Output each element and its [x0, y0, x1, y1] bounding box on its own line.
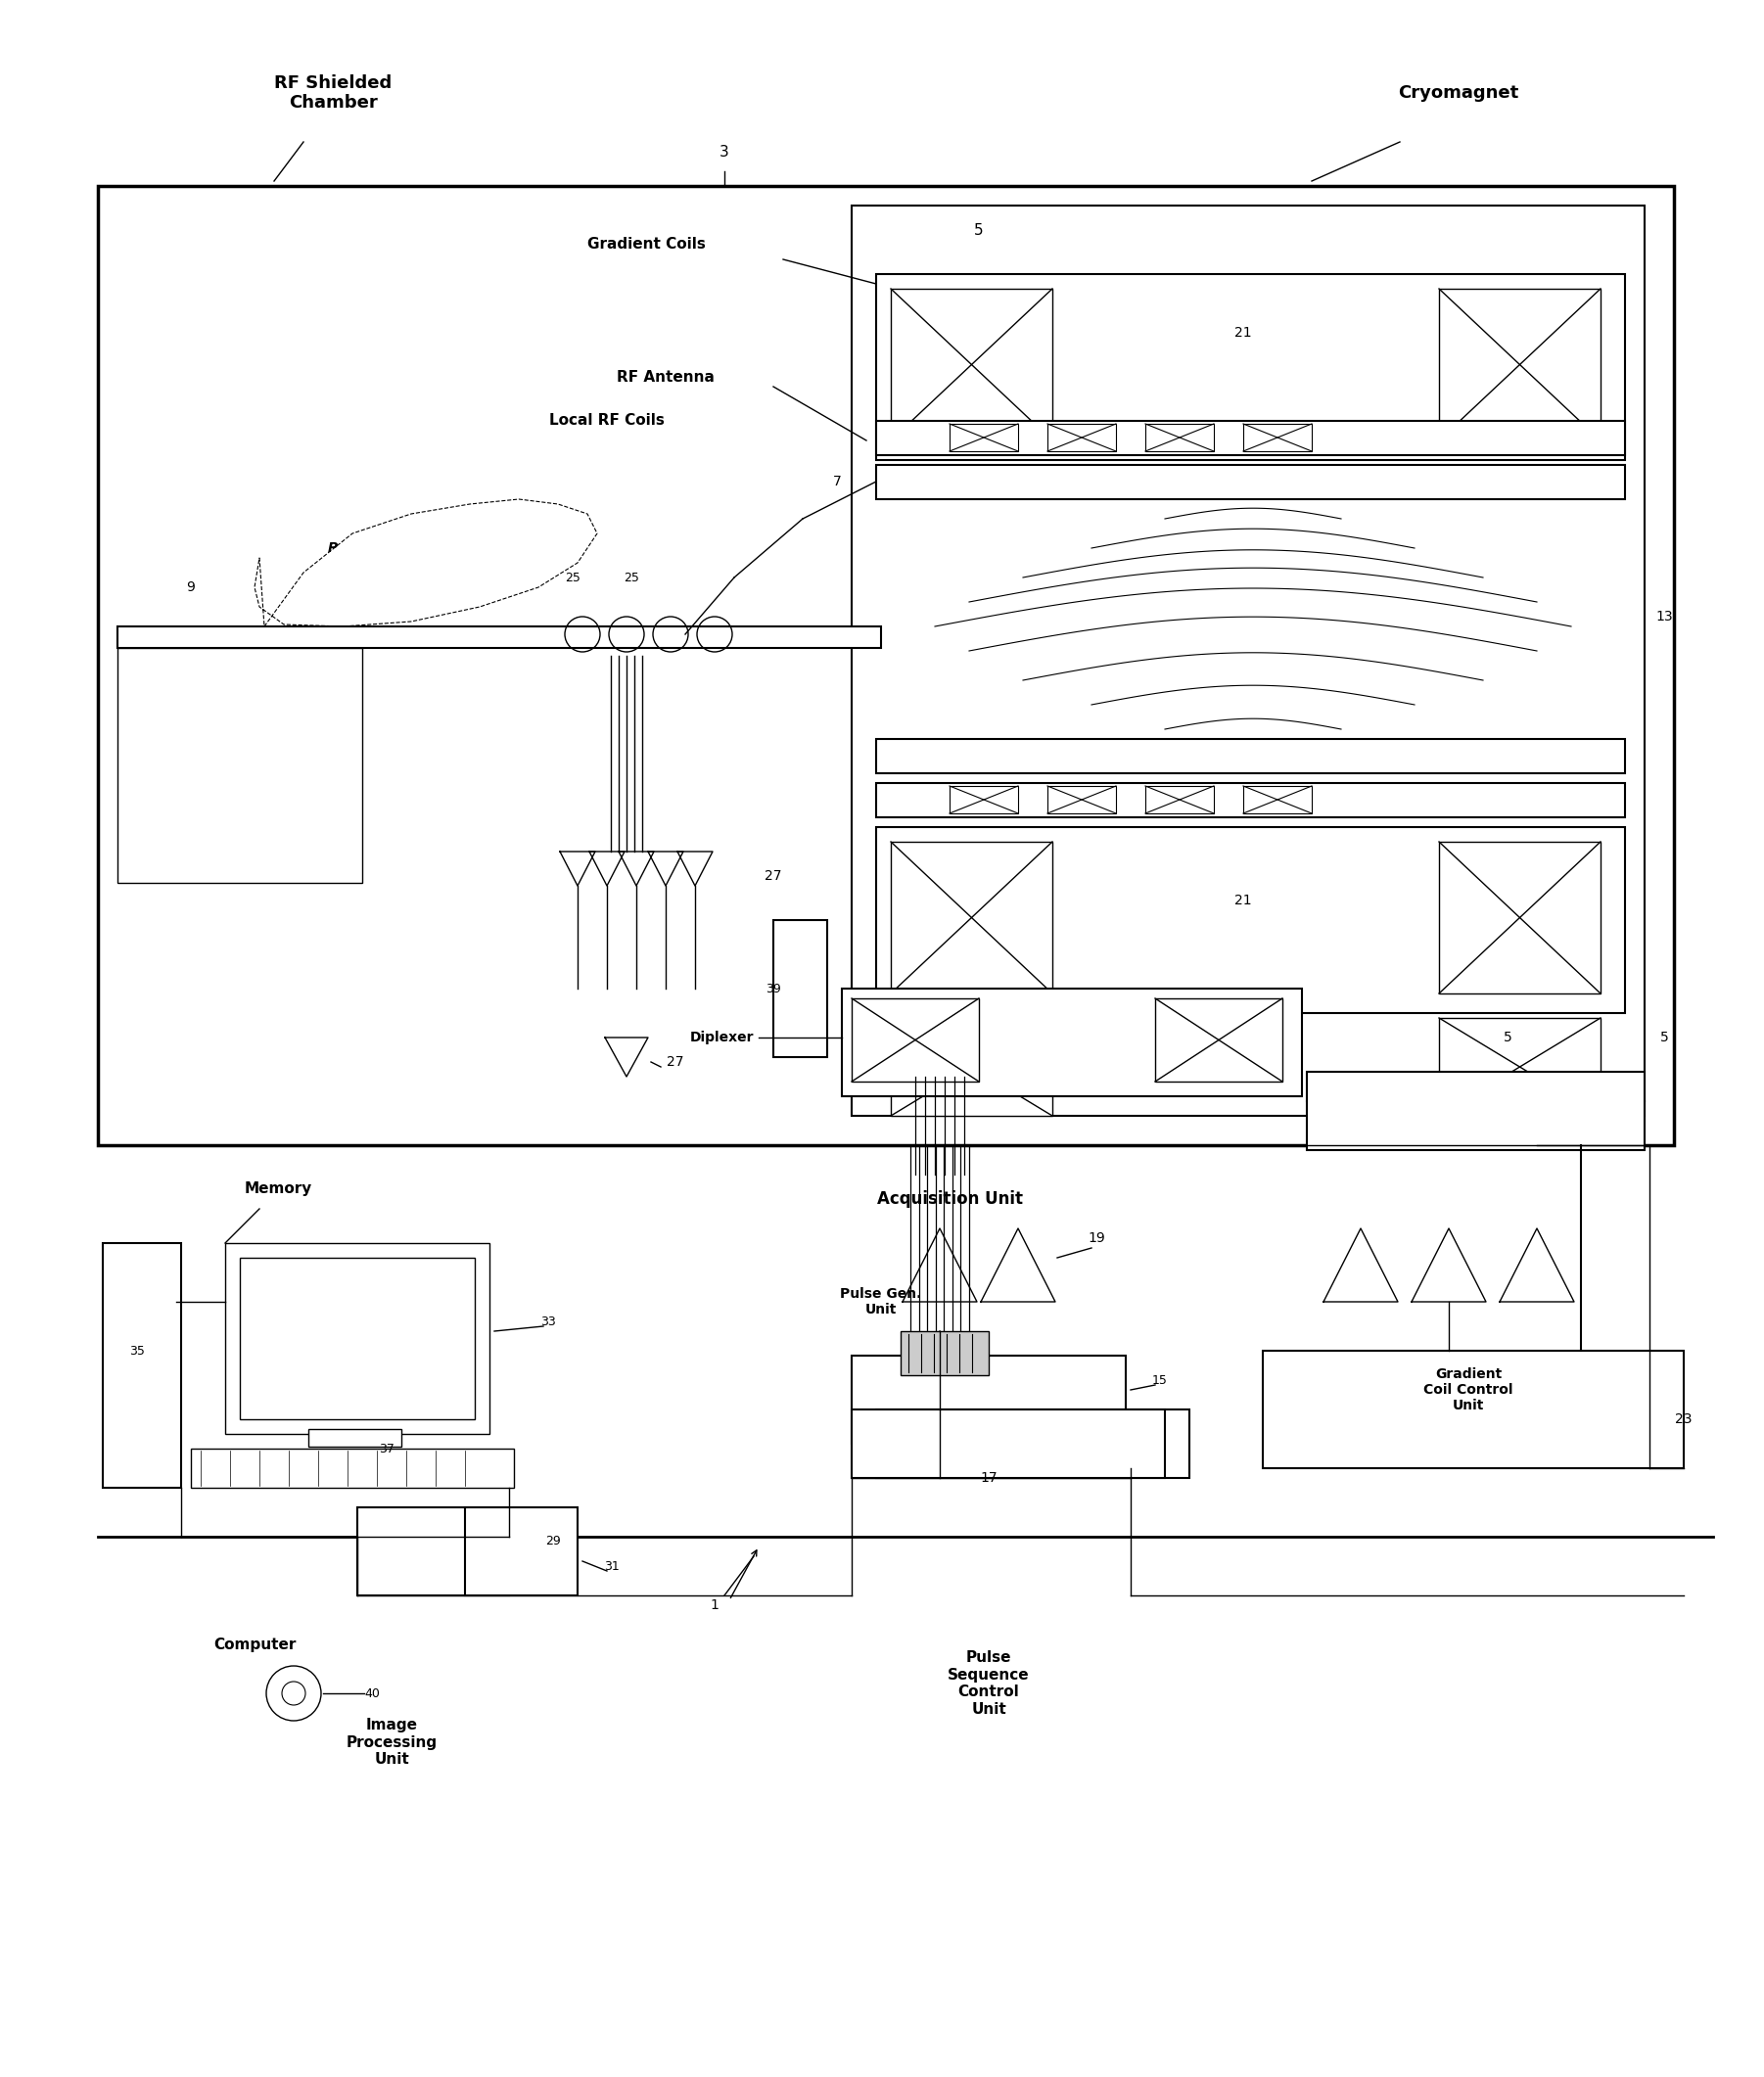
Bar	[1263, 1350, 1683, 1468]
Bar	[309, 1429, 402, 1448]
Text: 29: 29	[545, 1535, 561, 1547]
Bar	[852, 1410, 1164, 1479]
Bar	[102, 1242, 182, 1487]
Bar	[852, 206, 1644, 1115]
Bar	[877, 274, 1625, 459]
Bar	[1439, 289, 1600, 440]
Bar	[877, 827, 1625, 1014]
Text: 25: 25	[624, 571, 639, 584]
Bar	[1439, 841, 1600, 993]
Text: 7: 7	[833, 476, 841, 488]
Bar	[949, 424, 1018, 451]
Text: RF Shielded
Chamber: RF Shielded Chamber	[273, 75, 392, 112]
Text: 19: 19	[1088, 1232, 1104, 1244]
Text: 1: 1	[711, 1599, 720, 1612]
Text: 37: 37	[379, 1441, 395, 1456]
Bar	[877, 1410, 1189, 1479]
Text: Pulse Gen.
Unit: Pulse Gen. Unit	[840, 1288, 923, 1317]
Text: Pulse
Sequence
Control
Unit: Pulse Sequence Control Unit	[947, 1651, 1030, 1716]
Text: Computer: Computer	[213, 1637, 296, 1651]
Text: 13: 13	[1656, 611, 1672, 623]
Bar	[949, 785, 1018, 814]
Text: 40: 40	[363, 1687, 379, 1699]
Bar	[891, 841, 1053, 993]
Bar	[97, 187, 1674, 1144]
Text: 3: 3	[720, 145, 729, 160]
Text: 39: 39	[766, 982, 781, 995]
Bar	[358, 1508, 510, 1595]
Text: RF Antenna: RF Antenna	[617, 370, 714, 384]
Bar	[118, 648, 362, 883]
Text: 35: 35	[129, 1344, 145, 1356]
Bar	[1244, 424, 1312, 451]
Bar	[1155, 999, 1282, 1082]
Text: Gradient Coils: Gradient Coils	[587, 237, 706, 251]
Text: Cryomagnet: Cryomagnet	[1399, 85, 1519, 102]
Bar	[191, 1448, 513, 1487]
Text: 33: 33	[540, 1315, 556, 1327]
Text: 21: 21	[1235, 893, 1252, 908]
Bar	[1048, 424, 1117, 451]
Text: 25: 25	[564, 571, 580, 584]
Bar	[1439, 1018, 1600, 1115]
Bar	[877, 783, 1625, 816]
Text: Gradient
Coil Control
Unit: Gradient Coil Control Unit	[1424, 1367, 1514, 1412]
Text: 5: 5	[1503, 1030, 1512, 1045]
Text: Local RF Coils: Local RF Coils	[549, 413, 665, 428]
Text: Memory: Memory	[245, 1182, 312, 1196]
Text: 27: 27	[667, 1055, 684, 1070]
Bar	[118, 627, 880, 648]
Bar	[901, 1331, 988, 1375]
Text: 27: 27	[766, 868, 781, 883]
Bar	[240, 1259, 475, 1419]
Text: Diplexer: Diplexer	[690, 1030, 753, 1045]
Bar	[226, 1242, 489, 1433]
Bar	[852, 1356, 1125, 1444]
Text: 5: 5	[974, 222, 984, 237]
Bar	[877, 422, 1625, 455]
Bar	[1307, 1072, 1644, 1151]
Bar	[891, 289, 1053, 440]
Text: 15: 15	[1152, 1373, 1168, 1387]
Text: 21: 21	[1235, 326, 1252, 341]
Text: 23: 23	[1676, 1412, 1692, 1427]
Bar	[1244, 785, 1312, 814]
Text: 17: 17	[981, 1471, 997, 1485]
Bar	[877, 739, 1625, 773]
Bar	[852, 999, 979, 1082]
Bar	[773, 920, 827, 1057]
Text: 9: 9	[187, 579, 196, 594]
Bar	[841, 989, 1302, 1097]
Text: P: P	[328, 542, 337, 555]
Bar	[877, 465, 1625, 498]
Bar	[1048, 785, 1117, 814]
Bar	[1145, 424, 1214, 451]
Text: Acquisition Unit: Acquisition Unit	[877, 1190, 1023, 1209]
Text: Image
Processing
Unit: Image Processing Unit	[346, 1718, 437, 1768]
Bar	[1145, 785, 1214, 814]
Text: 5: 5	[1660, 1030, 1669, 1045]
Text: 31: 31	[603, 1560, 619, 1572]
Bar	[891, 1018, 1053, 1115]
Bar	[466, 1508, 577, 1595]
